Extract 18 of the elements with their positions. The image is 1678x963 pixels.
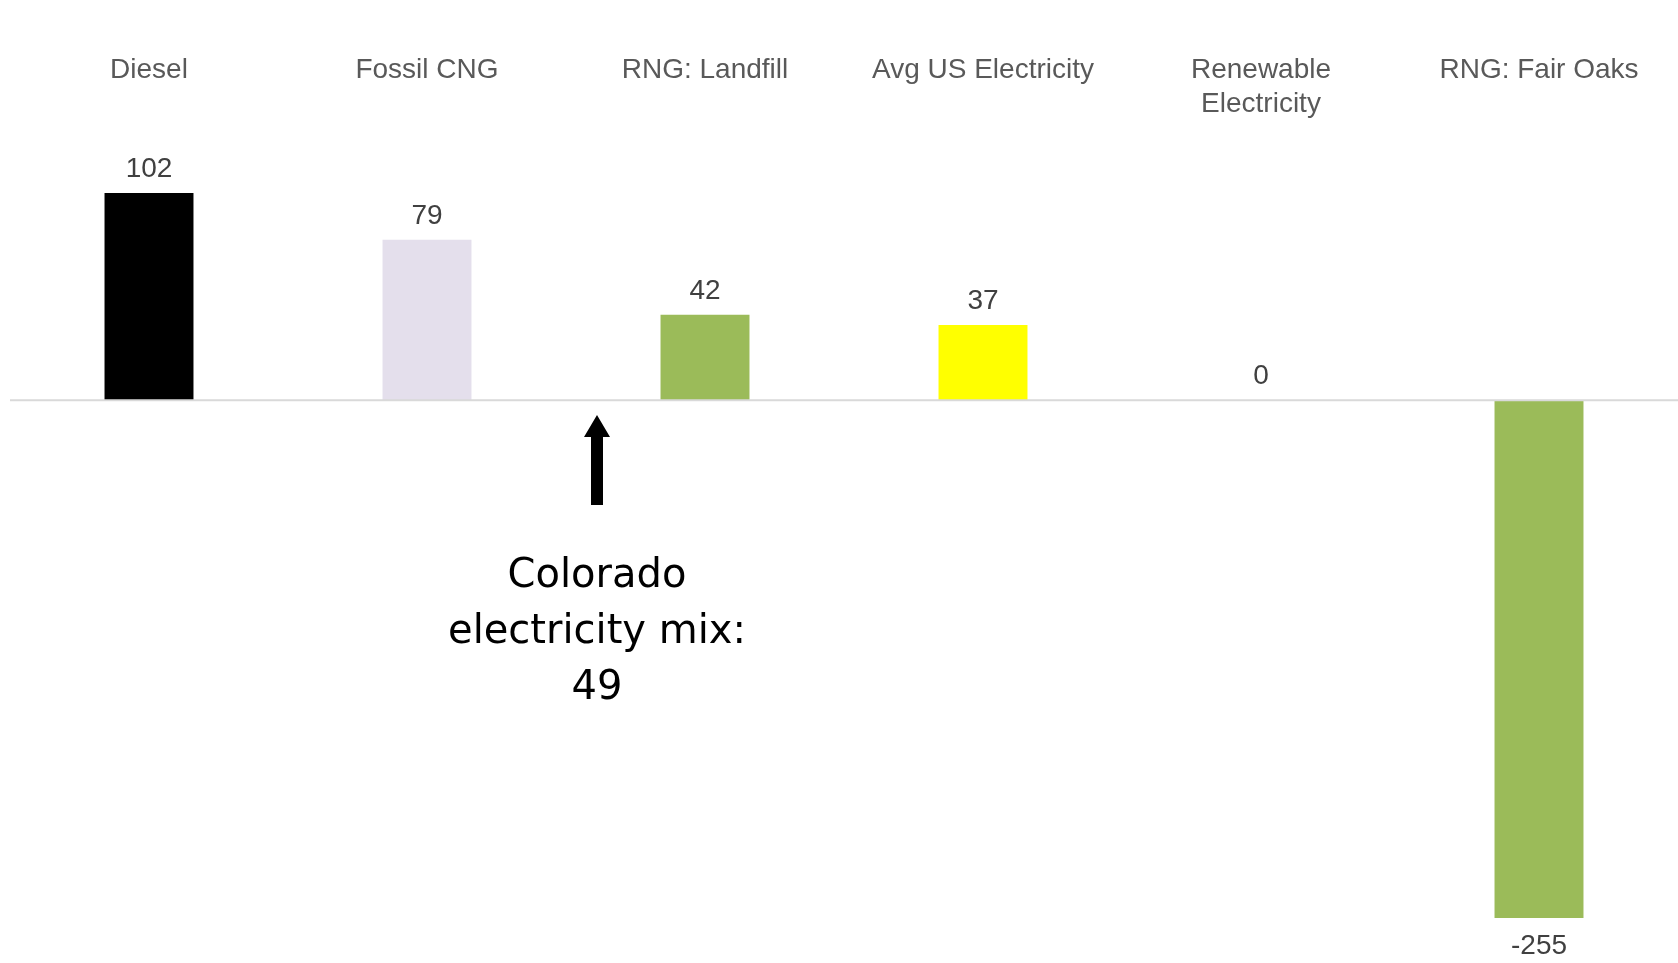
data-label: 0 bbox=[1253, 359, 1269, 391]
data-label: 37 bbox=[967, 284, 999, 315]
x-tick-label: RNG: Fair Oaks bbox=[1439, 52, 1639, 84]
x-tick-label: Avg US Electricity bbox=[872, 52, 1094, 84]
data-label: 79 bbox=[411, 198, 443, 230]
bar bbox=[1494, 400, 1584, 918]
bar bbox=[382, 239, 472, 401]
x-tick-label: Renewable Electricity bbox=[1190, 52, 1332, 118]
bar bbox=[938, 325, 1028, 401]
annotation: Colorado electricity mix: 49 bbox=[448, 550, 746, 708]
data-label: 102 bbox=[125, 152, 173, 183]
data-label: 42 bbox=[689, 273, 721, 305]
x-tick-label: Diesel bbox=[110, 52, 188, 84]
x-tick-label: Fossil CNG bbox=[355, 52, 499, 84]
x-tick-label: RNG: Landfill bbox=[621, 52, 789, 84]
data-label: -255 bbox=[1510, 929, 1568, 960]
bar bbox=[104, 193, 194, 401]
bar bbox=[660, 314, 750, 401]
